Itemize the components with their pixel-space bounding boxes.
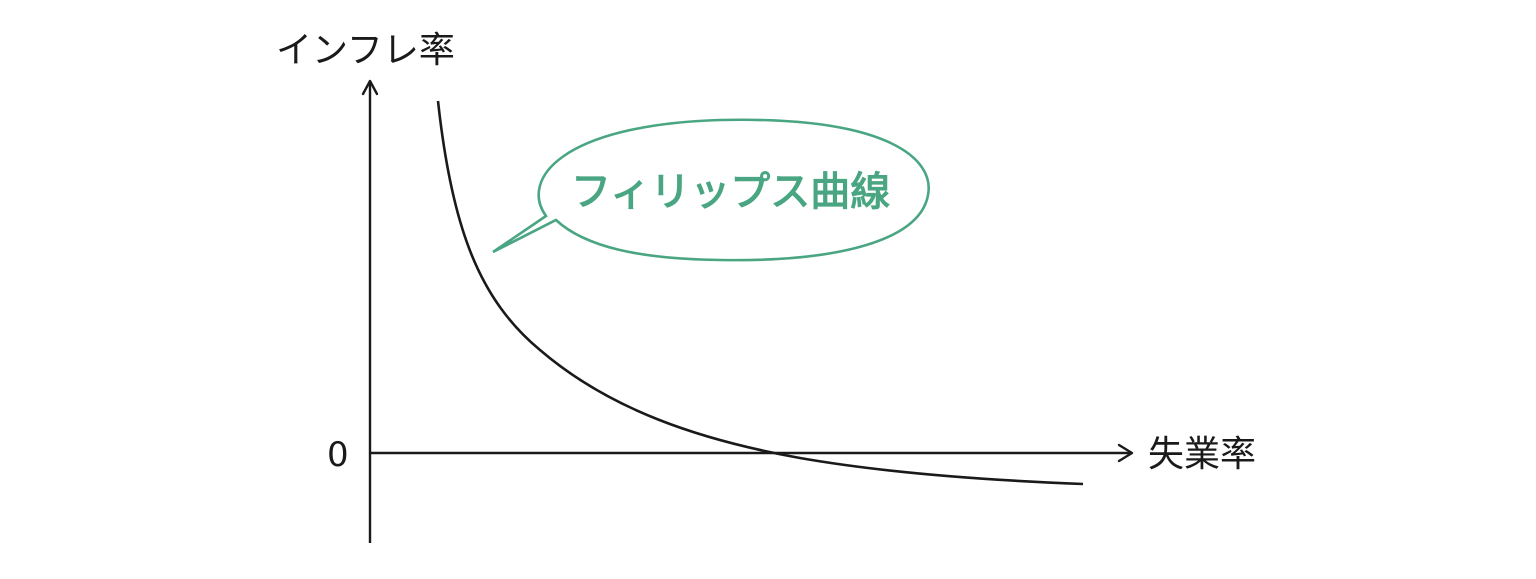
x-axis-arrowhead xyxy=(1117,443,1134,463)
origin-zero-label: 0 xyxy=(327,435,349,475)
phillips-curve-callout-text: フィリップス曲線 xyxy=(571,169,890,215)
y-axis-arrowhead xyxy=(361,79,379,96)
phillips-curve xyxy=(436,100,1084,486)
x-axis-label: 失業率 xyxy=(1148,434,1256,475)
y-axis-label: インフレ率 xyxy=(276,30,455,71)
callout-bubble xyxy=(492,118,930,262)
